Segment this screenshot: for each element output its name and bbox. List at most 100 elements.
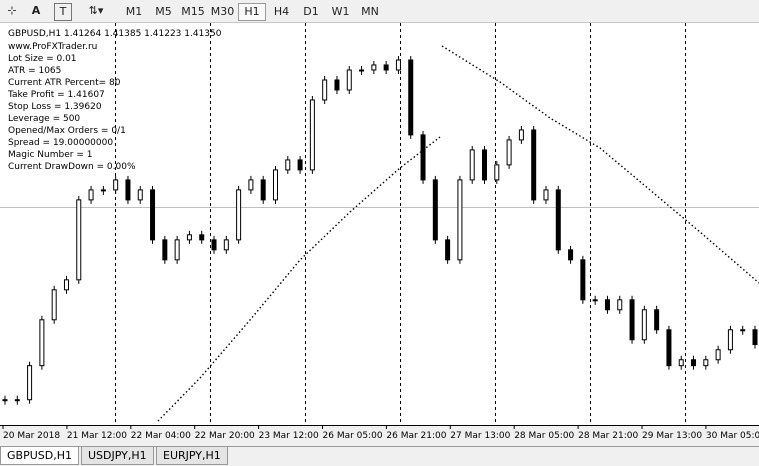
candle <box>14 399 20 402</box>
candle <box>641 309 647 341</box>
candle <box>469 149 475 181</box>
candle <box>604 299 610 311</box>
candle <box>322 79 328 101</box>
info-line: ATR = 1065 <box>8 66 61 76</box>
x-tick-label: 28 Mar 21:00 <box>578 431 638 441</box>
x-tick-label: 26 Mar 05:00 <box>323 431 383 441</box>
candle <box>727 329 733 351</box>
candle <box>678 359 684 367</box>
timeframe-button[interactable]: M15 <box>181 5 205 18</box>
info-line: Stop Loss = 1.39620 <box>8 102 102 112</box>
candle <box>580 259 586 301</box>
info-line: Spread = 19.00000000 <box>8 138 113 148</box>
cursor-icon[interactable]: ⊹ <box>7 4 17 17</box>
candle <box>137 189 143 201</box>
x-tick-label: 21 Mar 12:00 <box>67 431 127 441</box>
x-tick-label: 23 Mar 12:00 <box>259 431 319 441</box>
chart-tab[interactable]: EURJPY,H1 <box>156 447 228 465</box>
candle <box>248 179 254 191</box>
x-tick-label: 20 Mar 2018 <box>3 431 60 441</box>
candle <box>334 79 340 91</box>
candle <box>359 69 365 72</box>
chart-tab[interactable]: USDJPY,H1 <box>81 447 154 465</box>
candle <box>383 64 389 71</box>
candle <box>617 299 623 311</box>
candle <box>494 164 500 181</box>
x-tick-label: 22 Mar 20:00 <box>195 431 255 441</box>
candle <box>76 199 82 281</box>
candle <box>691 359 697 367</box>
candle <box>740 329 746 332</box>
candle <box>432 179 438 241</box>
candle <box>518 129 524 141</box>
candle <box>113 179 119 191</box>
candle <box>51 289 57 321</box>
candle <box>346 69 352 91</box>
indicator-line <box>441 45 759 284</box>
info-line: Magic Number = 1 <box>8 150 92 160</box>
candle <box>482 149 488 181</box>
candle <box>199 234 205 241</box>
timeframe-button[interactable]: W1 <box>331 5 350 18</box>
timeframe-button[interactable]: MN <box>361 5 379 18</box>
candle <box>592 299 598 302</box>
info-line: Take Profit = 1.41607 <box>7 90 105 100</box>
chart-tab[interactable]: GBPUSD,H1 <box>0 447 79 465</box>
indicator-line <box>157 136 441 422</box>
text-tool[interactable]: A <box>31 4 41 17</box>
candle <box>371 64 377 71</box>
label-tool[interactable]: T <box>54 3 72 21</box>
candle <box>555 189 561 251</box>
candle <box>63 279 69 291</box>
candle <box>752 329 758 346</box>
toolbar: ⊹ A T ⇅▾ M1 M5 M15 M30 H1 H4 D1 W1 MN <box>0 0 759 23</box>
candle <box>162 239 168 261</box>
candle <box>568 249 574 261</box>
candle <box>100 189 106 192</box>
arrows-tool[interactable]: ⇅▾ <box>88 4 104 17</box>
candle <box>150 189 156 241</box>
candle <box>2 399 8 402</box>
candle <box>715 349 721 361</box>
candle <box>297 159 303 171</box>
candle <box>309 99 315 171</box>
timeframe-button[interactable]: M1 <box>125 5 143 18</box>
timeframe-button[interactable]: D1 <box>303 5 319 18</box>
timeframe-button[interactable]: H4 <box>273 5 290 18</box>
candle <box>703 359 709 367</box>
candle <box>260 179 266 201</box>
candle <box>395 59 401 71</box>
x-tick-label: 30 Mar 05:00 <box>706 431 759 441</box>
candle <box>506 139 512 166</box>
info-line: Lot Size = 0.01 <box>8 54 77 64</box>
candle <box>125 179 131 201</box>
x-tick-label: 22 Mar 04:00 <box>131 431 191 441</box>
timeframe-button[interactable]: H1 <box>238 3 266 21</box>
info-line: Current DrawDown = 0.00% <box>8 162 136 172</box>
candle <box>272 169 278 201</box>
chart-header: GBPUSD,H1 1.41264 1.41385 1.41223 1.4135… <box>8 29 222 39</box>
candle <box>531 129 537 201</box>
timeframe-button[interactable]: M5 <box>155 5 172 18</box>
candle <box>39 319 45 367</box>
candle <box>666 329 672 367</box>
x-tick-label: 27 Mar 13:00 <box>450 431 510 441</box>
candle <box>236 189 242 241</box>
candle <box>420 134 426 181</box>
info-line: Opened/Max Orders = 0/1 <box>8 126 126 136</box>
x-tick-label: 28 Mar 05:00 <box>514 431 574 441</box>
candle <box>285 159 291 171</box>
candle <box>211 239 217 251</box>
candle <box>186 234 192 241</box>
timeframe-button[interactable]: M30 <box>210 5 235 18</box>
plot-bg <box>0 23 759 426</box>
chart: GBPUSD,H1 1.41264 1.41385 1.41223 1.4135… <box>0 23 759 441</box>
candle <box>27 365 33 401</box>
candle <box>654 309 660 331</box>
info-line: www.ProFXTrader.ru <box>8 42 97 52</box>
candle <box>88 189 94 201</box>
candle <box>408 59 414 136</box>
info-line: Leverage = 500 <box>8 114 80 124</box>
x-tick-label: 26 Mar 21:00 <box>386 431 446 441</box>
